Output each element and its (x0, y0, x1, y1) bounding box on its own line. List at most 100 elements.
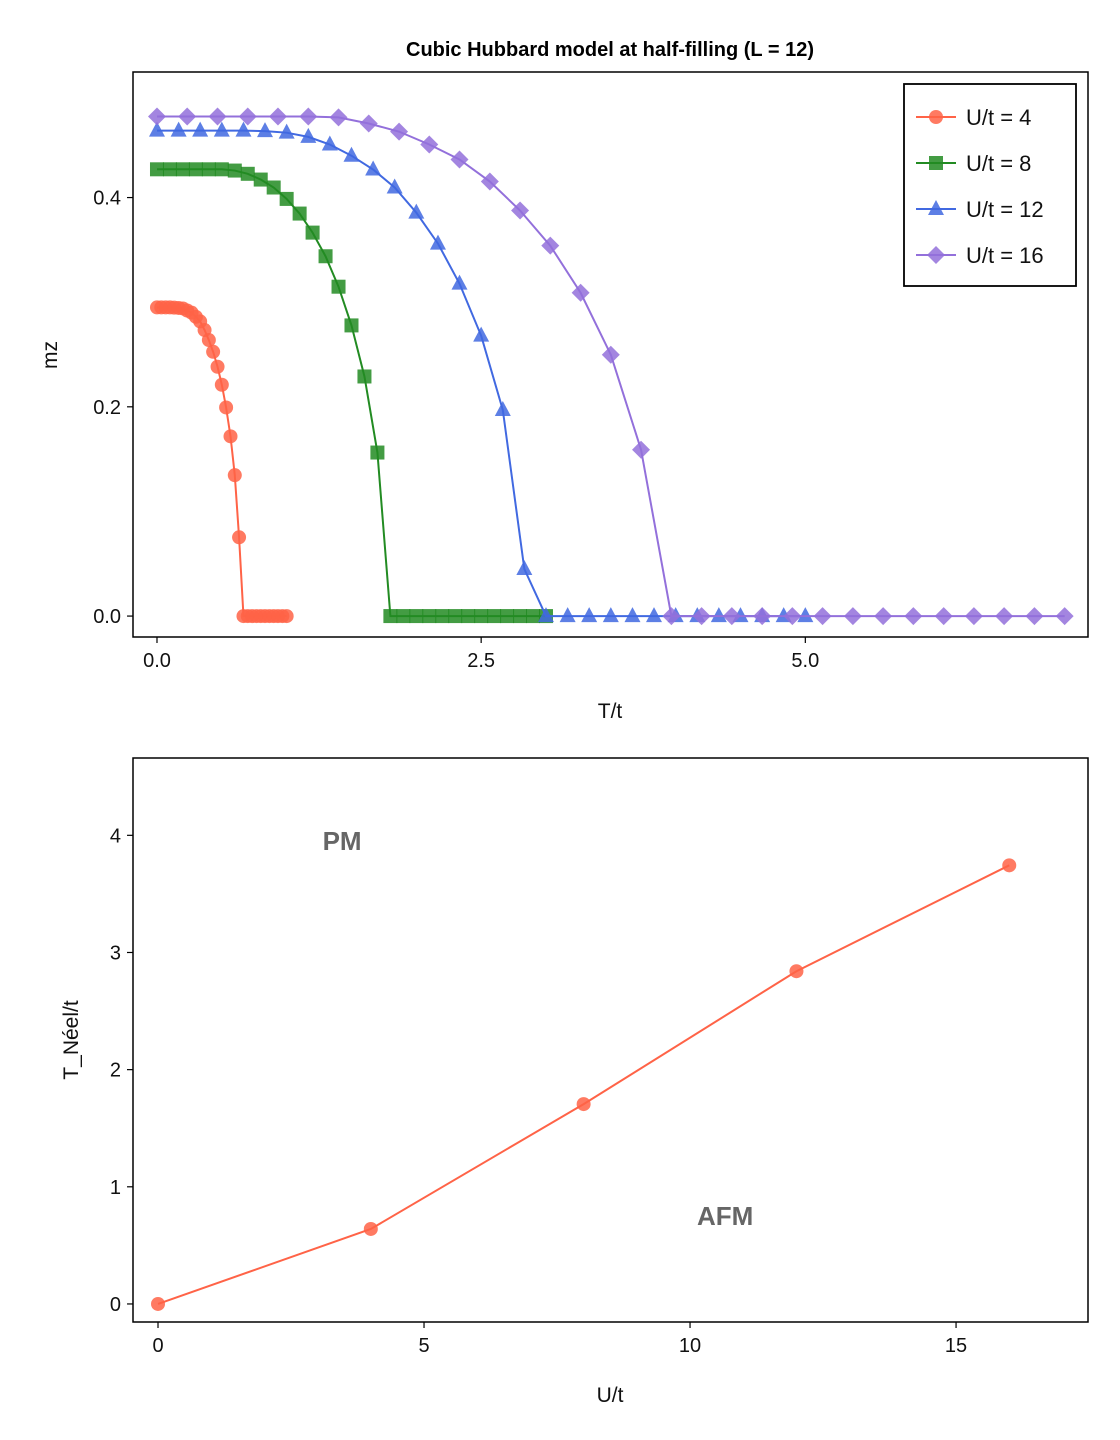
y-tick-label: 2 (110, 1060, 121, 1082)
data-point (409, 609, 424, 624)
data-point (559, 607, 576, 623)
data-point (843, 607, 862, 626)
data-point (214, 162, 229, 177)
data-point (235, 121, 252, 137)
x-tick-label: 0 (152, 1335, 163, 1357)
data-point (279, 191, 294, 206)
legend-marker (929, 110, 943, 124)
data-point (383, 609, 398, 624)
data-point (934, 607, 953, 626)
legend-label: U/t = 16 (966, 243, 1044, 268)
data-point (206, 344, 221, 359)
series-markers (149, 300, 294, 624)
legend-marker (928, 200, 944, 215)
data-point (305, 225, 320, 240)
magnetization-plot: 0.0 2.5 5.0 0.0 0.2 0.4 (93, 71, 1089, 672)
data-point (537, 607, 554, 623)
data-point (178, 107, 197, 126)
data-point (201, 162, 216, 177)
series-markers (151, 858, 1017, 1311)
data-point (170, 121, 187, 137)
series-markers (149, 162, 553, 624)
data-point (279, 609, 294, 624)
data-point (576, 1097, 591, 1112)
data-point (210, 359, 225, 374)
data-point (797, 607, 814, 623)
region-label: AFM (697, 1201, 753, 1231)
data-point (474, 609, 489, 624)
top-x-axis-label: T/t (598, 700, 623, 723)
x-tick-label: 0.0 (143, 650, 171, 672)
data-point (232, 530, 247, 545)
data-point (188, 162, 203, 177)
data-point (370, 445, 385, 460)
top-y-axis-label: mz (39, 341, 62, 369)
y-tick-label: 0.0 (93, 606, 121, 628)
data-point (516, 559, 533, 575)
data-point (365, 160, 382, 176)
y-tick-label: 4 (110, 825, 121, 847)
region-label: PM (323, 826, 362, 856)
data-point (526, 609, 541, 624)
data-point (1055, 607, 1074, 626)
data-point (148, 121, 165, 137)
legend: U/t = 4 U/t = 8 U/t = 12 U/t = 16 (903, 83, 1077, 287)
data-point (422, 609, 437, 624)
data-point (450, 150, 469, 169)
data-point (223, 429, 238, 444)
series-markers (147, 107, 1074, 626)
series-markers (148, 121, 814, 623)
x-tick-label: 5 (418, 1335, 429, 1357)
data-point (646, 607, 663, 623)
data-point (253, 172, 268, 187)
data-point (461, 609, 476, 624)
data-point (292, 206, 307, 221)
data-point (390, 122, 409, 141)
data-point (359, 114, 378, 133)
plot-frame (132, 71, 1089, 638)
data-point (513, 609, 528, 624)
data-point (278, 123, 295, 139)
data-point (500, 609, 515, 624)
data-point (494, 400, 511, 416)
data-point (299, 107, 318, 126)
data-point (601, 345, 620, 364)
bottom-x-axis-label: U/t (597, 1384, 624, 1407)
data-point (511, 201, 530, 220)
data-point (227, 468, 242, 483)
data-point (420, 135, 439, 154)
data-point (451, 274, 468, 290)
data-point (429, 234, 446, 250)
series-line (156, 129, 806, 618)
data-point (357, 369, 372, 384)
data-point (995, 607, 1014, 626)
data-point (541, 236, 560, 255)
legend-label: U/t = 8 (966, 151, 1031, 176)
data-point (151, 1296, 166, 1311)
data-point (201, 333, 216, 348)
data-point (1002, 858, 1017, 873)
data-point (904, 607, 923, 626)
data-point (874, 607, 893, 626)
y-tick-label: 0 (110, 1294, 121, 1316)
data-point (435, 609, 450, 624)
data-point (571, 283, 590, 302)
legend-marker (929, 156, 943, 170)
x-tick-label: 5.0 (791, 650, 819, 672)
neel-temperature-plot: 0 5 10 15 0 1 2 3 4 PM AFM (110, 757, 1089, 1357)
data-point (602, 607, 619, 623)
data-point (964, 607, 983, 626)
data-point (722, 607, 741, 626)
data-point (710, 607, 727, 623)
data-point (789, 964, 804, 979)
x-tick-label: 15 (945, 1335, 967, 1357)
data-point (624, 607, 641, 623)
y-tick-label: 1 (110, 1177, 121, 1199)
data-point (238, 107, 257, 126)
data-point (783, 607, 802, 626)
data-point (632, 440, 651, 459)
data-point (692, 607, 711, 626)
chart-title: Cubic Hubbard model at half-filling (L =… (406, 39, 814, 61)
data-point (266, 180, 281, 195)
data-point (318, 249, 333, 264)
